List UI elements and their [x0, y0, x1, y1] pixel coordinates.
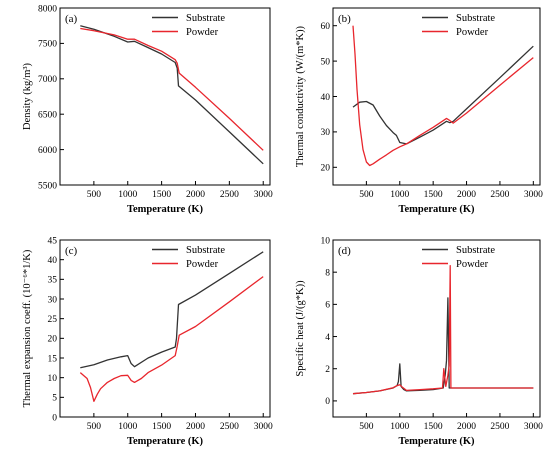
chart-0-legend-label: Powder — [186, 27, 219, 38]
chart-1: 500 1000 1500 2000 2500 3000 20 30 40 50 60 Tempera… — [295, 7, 543, 215]
chart-3-legend-label: Powder — [456, 259, 489, 270]
chart-2-ytick-label: 25 — [48, 315, 58, 325]
chart-2-ytick-label: 35 — [48, 276, 58, 286]
chart-3-ytick-label: 4 — [325, 333, 330, 343]
chart-0-legend-label: Substrate — [186, 13, 225, 24]
chart-3-xlabel: Temperature (K) — [398, 436, 475, 447]
chart-2-ytick-label: 30 — [48, 295, 58, 305]
chart-1-xtick-label: 500 — [359, 190, 374, 200]
chart-0-xtick-label: 500 — [87, 190, 102, 200]
chart-3: 500 1000 1500 2000 2500 3000 0 2 4 6 8 10 Temperatur… — [295, 236, 543, 447]
chart-2-ytick-label: 40 — [48, 256, 58, 266]
chart-3-xtick-label: 2500 — [490, 422, 509, 432]
chart-0-panel-label: (a) — [65, 13, 78, 25]
chart-0-ytick-label: 5500 — [38, 181, 57, 191]
chart-1-ytick-label: 30 — [321, 128, 331, 138]
chart-0-frame — [59, 7, 271, 186]
chart-0-xtick-label: 3000 — [254, 190, 273, 200]
chart-0-xtick-label: 1000 — [118, 190, 137, 200]
chart-2-xtick-label: 1500 — [152, 422, 171, 432]
chart-2-ytick-label: 20 — [48, 335, 58, 345]
chart-2-series-substrate-line — [80, 251, 264, 369]
chart-3-xtick-label: 1500 — [424, 422, 443, 432]
chart-2-xtick-label: 3000 — [254, 422, 273, 432]
chart-1-legend-label: Substrate — [456, 13, 495, 24]
chart-3-ylabel: Specific heat (J/(g*K)) — [295, 280, 306, 377]
chart-2-xtick-label: 500 — [87, 422, 102, 432]
chart-2-xtick-label: 2500 — [220, 422, 239, 432]
chart-2-legend-label: Powder — [186, 259, 219, 270]
chart-2-ytick-label: 0 — [52, 413, 57, 423]
chart-0-xtick-label: 1500 — [152, 190, 171, 200]
chart-3-series-powder-line — [352, 265, 534, 395]
chart-1-ytick-label: 50 — [321, 57, 331, 67]
chart-2-frame — [59, 239, 271, 418]
chart-0-ytick-label: 6000 — [38, 146, 57, 156]
chart-0-ytick-label: 7000 — [38, 75, 57, 85]
chart-2-legend-label: Substrate — [186, 245, 225, 256]
chart-2: 500 1000 1500 2000 2500 3000 0 5 10 15 20 25 30 35 40 4… — [22, 236, 273, 447]
chart-1-ytick-label: 40 — [321, 93, 331, 103]
chart-1-legend-label: Powder — [456, 27, 489, 38]
chart-2-ytick-label: 5 — [52, 394, 57, 404]
chart-3-xtick-label: 3000 — [524, 422, 543, 432]
chart-3-ytick-label: 6 — [325, 301, 330, 311]
chart-3-xtick-label: 500 — [359, 422, 374, 432]
chart-1-xtick-label: 1500 — [424, 190, 443, 200]
chart-3-xtick-label: 1000 — [390, 422, 409, 432]
chart-3-ytick-label: 0 — [325, 397, 330, 407]
chart-3-ytick-label: 8 — [325, 268, 330, 278]
chart-0-ytick-label: 7500 — [38, 40, 57, 50]
chart-3-xtick-label: 2000 — [457, 422, 476, 432]
chart-1-xtick-label: 2000 — [457, 190, 476, 200]
chart-0-ylabel: Density (kg/m³) — [22, 62, 33, 130]
chart-1-series-powder-line — [352, 25, 534, 167]
chart-1-xlabel: Temperature (K) — [398, 204, 475, 215]
chart-2-panel-label: (c) — [65, 245, 78, 257]
chart-0-ytick-label: 8000 — [38, 4, 57, 14]
chart-3-frame — [332, 239, 541, 418]
chart-0-ytick-label: 6500 — [38, 111, 57, 121]
chart-2-xtick-label: 2000 — [186, 422, 205, 432]
chart-0-series-powder-line — [80, 27, 264, 151]
chart-2-ylabel: Thermal expansion coeff. (10⁻⁶*1/K) — [22, 249, 33, 407]
chart-2-ytick-label: 45 — [48, 236, 58, 246]
chart-2-series-powder-line — [79, 276, 264, 402]
chart-1-panel-label: (b) — [338, 13, 351, 25]
chart-3-panel-label: (d) — [338, 245, 351, 257]
chart-1-series-substrate-line — [352, 45, 534, 145]
chart-0-xlabel: Temperature (K) — [127, 204, 204, 215]
chart-0-series-substrate-line — [80, 25, 264, 165]
chart-1-xtick-label: 3000 — [524, 190, 543, 200]
chart-3-legend-label: Substrate — [456, 245, 495, 256]
chart-3-ytick-label: 2 — [325, 365, 330, 375]
chart-3-ytick-label: 10 — [321, 236, 331, 246]
chart-0-xtick-label: 2500 — [220, 190, 239, 200]
chart-2-ytick-label: 10 — [48, 374, 58, 384]
chart-0-xtick-label: 2000 — [186, 190, 205, 200]
chart-2-xtick-label: 1000 — [118, 422, 137, 432]
chart-1-xtick-label: 1000 — [390, 190, 409, 200]
chart-1-frame — [332, 7, 541, 186]
chart-1-ylabel: Thermal conductivity (W/(m*K)) — [295, 25, 306, 167]
chart-1-ytick-label: 20 — [321, 164, 331, 174]
chart-1-ytick-label: 60 — [321, 22, 331, 32]
chart-2-xlabel: Temperature (K) — [127, 436, 204, 447]
chart-0: 500 1000 1500 2000 2500 3000 5500 6000 6500 7000 7… — [22, 4, 273, 215]
chart-1-xtick-label: 2500 — [490, 190, 509, 200]
chart-2-ytick-label: 15 — [48, 354, 58, 364]
